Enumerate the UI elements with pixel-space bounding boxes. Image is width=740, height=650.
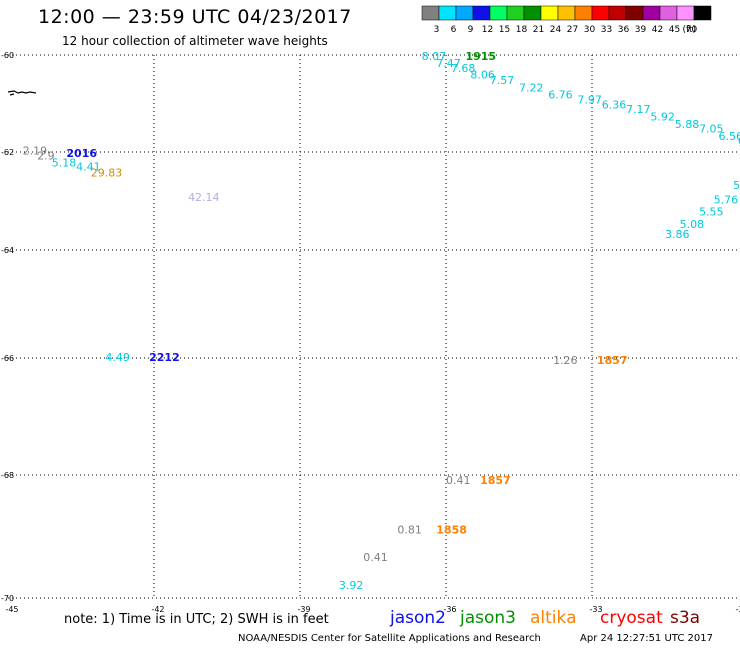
satellite-altika: altika <box>530 608 577 628</box>
axis-ticks: -45 -42 -39 -36 -33 -30 -60 -62 -64 -66 -68 -70 <box>1 51 740 614</box>
y-tick-label: -60 <box>1 51 14 60</box>
wave-height-value: 5.18 <box>52 157 77 170</box>
wave-height-value: 5.88 <box>675 118 700 131</box>
colorbar-label: 15 <box>499 25 510 35</box>
pass-time-label: 1857 <box>597 354 628 367</box>
colorbar-label: 39 <box>635 25 647 35</box>
pass-time-label: 1857 <box>480 474 511 487</box>
island-outline <box>7 90 37 96</box>
colorbar-label: 42 <box>652 25 663 35</box>
wave-height-value: 7.57 <box>490 74 515 87</box>
wave-height-value: 7.97 <box>577 94 602 107</box>
satellite-s3a: s3a <box>670 608 701 628</box>
colorbar-label: 30 <box>584 25 596 35</box>
colorbar-label: 36 <box>618 25 630 35</box>
satellite-cryosat: cryosat <box>600 608 663 628</box>
wave-height-value: 8.06 <box>470 68 495 81</box>
colorbar-label: 3 <box>434 25 440 35</box>
wave-height-value: 1.26 <box>553 354 578 367</box>
y-tick-label: -62 <box>1 148 14 157</box>
wave-height-value: 7.47 <box>436 57 461 70</box>
colorbar-label: 21 <box>533 25 544 35</box>
footnote: note: 1) Time is in UTC; 2) SWH is in fe… <box>64 612 329 627</box>
y-tick-label: -70 <box>1 594 14 603</box>
colorbar-label: 9 <box>468 25 474 35</box>
pass-time-label: 2212 <box>149 351 180 364</box>
wave-height-value: 0.81 <box>397 523 422 536</box>
wave-height-value: 7.68 <box>451 62 476 75</box>
wave-height-value: 4.41 <box>76 161 101 174</box>
wave-height-value: 7.17 <box>626 103 651 116</box>
x-tick-label: -39 <box>297 605 310 614</box>
x-tick-label: -45 <box>5 605 18 614</box>
wave-height-value: 6.56 <box>719 130 740 143</box>
grid-lines <box>8 54 738 599</box>
colorbar-label: 12 <box>482 25 493 35</box>
pass-time-label: 1858 <box>436 523 467 536</box>
colorbar-label: 18 <box>516 25 528 35</box>
pass-time-label: 2016 <box>66 147 97 160</box>
wave-height-value: 6.85 <box>738 135 740 148</box>
colorbar-label: 27 <box>567 25 578 35</box>
wave-height-value: 3.86 <box>665 228 690 241</box>
satellite-jason2: jason2 <box>390 608 446 628</box>
wave-height-value: 5.55 <box>699 206 724 219</box>
wave-height-value: 0.41 <box>363 551 388 564</box>
x-tick-label: -42 <box>151 605 164 614</box>
wave-height-value: 5.92 <box>650 110 675 123</box>
colorbar-unit: (ft) <box>682 25 696 35</box>
y-tick-label: -66 <box>1 354 14 363</box>
wave-height-value: 6.76 <box>548 89 573 102</box>
wave-height-value: 3.92 <box>339 579 364 592</box>
x-tick-label: -33 <box>589 605 602 614</box>
credit-line: NOAA/NESDIS Center for Satellite Applica… <box>238 633 541 644</box>
wave-height-value: 5.46 <box>733 179 740 192</box>
generated-timestamp: Apr 24 12:27:51 UTC 2017 <box>580 633 713 644</box>
colorbar-label: 33 <box>601 25 612 35</box>
satellite-jason3: jason3 <box>460 608 516 628</box>
wave-height-value: 5.08 <box>680 218 705 231</box>
x-tick-label: -30 <box>735 605 740 614</box>
wave-height-value: 7.05 <box>699 123 724 136</box>
colorbar-swatch <box>693 5 712 21</box>
wave-height-value: 42.14 <box>188 191 220 204</box>
wave-height-value: 8.07 <box>422 50 447 63</box>
wave-height-value: 2.19 <box>23 144 47 157</box>
pass-time-label: 1915 <box>465 50 496 63</box>
y-tick-label: -68 <box>1 471 14 480</box>
chart-subtitle: 12 hour collection of altimeter wave hei… <box>62 34 328 48</box>
wave-height-value: 7.22 <box>519 81 544 94</box>
wave-height-value: 29.83 <box>91 167 123 180</box>
colorbar-legend: 3 6 9 12 15 18 21 24 27 30 33 36 39 42 45 70(ft) <box>421 5 712 35</box>
colorbar-label: 24 <box>550 25 562 35</box>
wave-height-value: 5.76 <box>714 193 739 206</box>
wave-height-value: 4.49 <box>105 351 130 364</box>
wave-height-value: 2.9 <box>37 149 55 162</box>
y-tick-label: -64 <box>1 246 14 255</box>
wave-height-value: 6.36 <box>602 98 627 111</box>
colorbar-label: 6 <box>451 25 457 35</box>
chart-title: 12:00 — 23:59 UTC 04/23/2017 <box>38 6 352 28</box>
colorbar-label: 45 <box>669 25 680 35</box>
coastline-fragment <box>7 90 37 96</box>
colorbar-label: 70 <box>686 25 698 35</box>
wave-height-value: 0.41 <box>446 474 471 487</box>
x-tick-label: -36 <box>443 605 456 614</box>
